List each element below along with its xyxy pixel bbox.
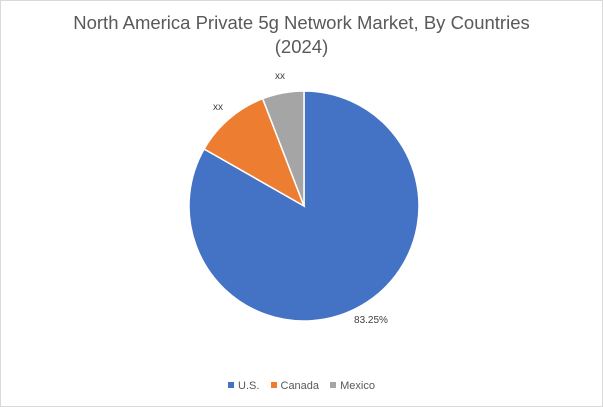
- legend: U.S. Canada Mexico: [1, 380, 602, 392]
- chart-title-line1: North America Private 5g Network Market,…: [73, 12, 530, 33]
- legend-label: Canada: [280, 380, 320, 392]
- data-label: xx: [275, 71, 285, 82]
- pie-slice-canada: [203, 97, 306, 208]
- legend-label: U.S.: [238, 380, 260, 392]
- legend-swatch: [330, 382, 337, 389]
- legend-swatch: [270, 382, 277, 389]
- legend-swatch: [228, 382, 235, 389]
- data-label: 83.25%: [354, 315, 388, 326]
- data-label: xx: [213, 102, 223, 113]
- legend-item-canada: Canada: [270, 380, 320, 392]
- legend-label: Mexico: [340, 380, 375, 392]
- pie-slice-mexico: [261, 90, 305, 207]
- chart-title: North America Private 5g Network Market,…: [1, 11, 602, 59]
- legend-item-us: U.S.: [228, 380, 259, 392]
- chart-title-line2: (2024): [274, 36, 329, 57]
- legend-item-mexico: Mexico: [330, 380, 375, 392]
